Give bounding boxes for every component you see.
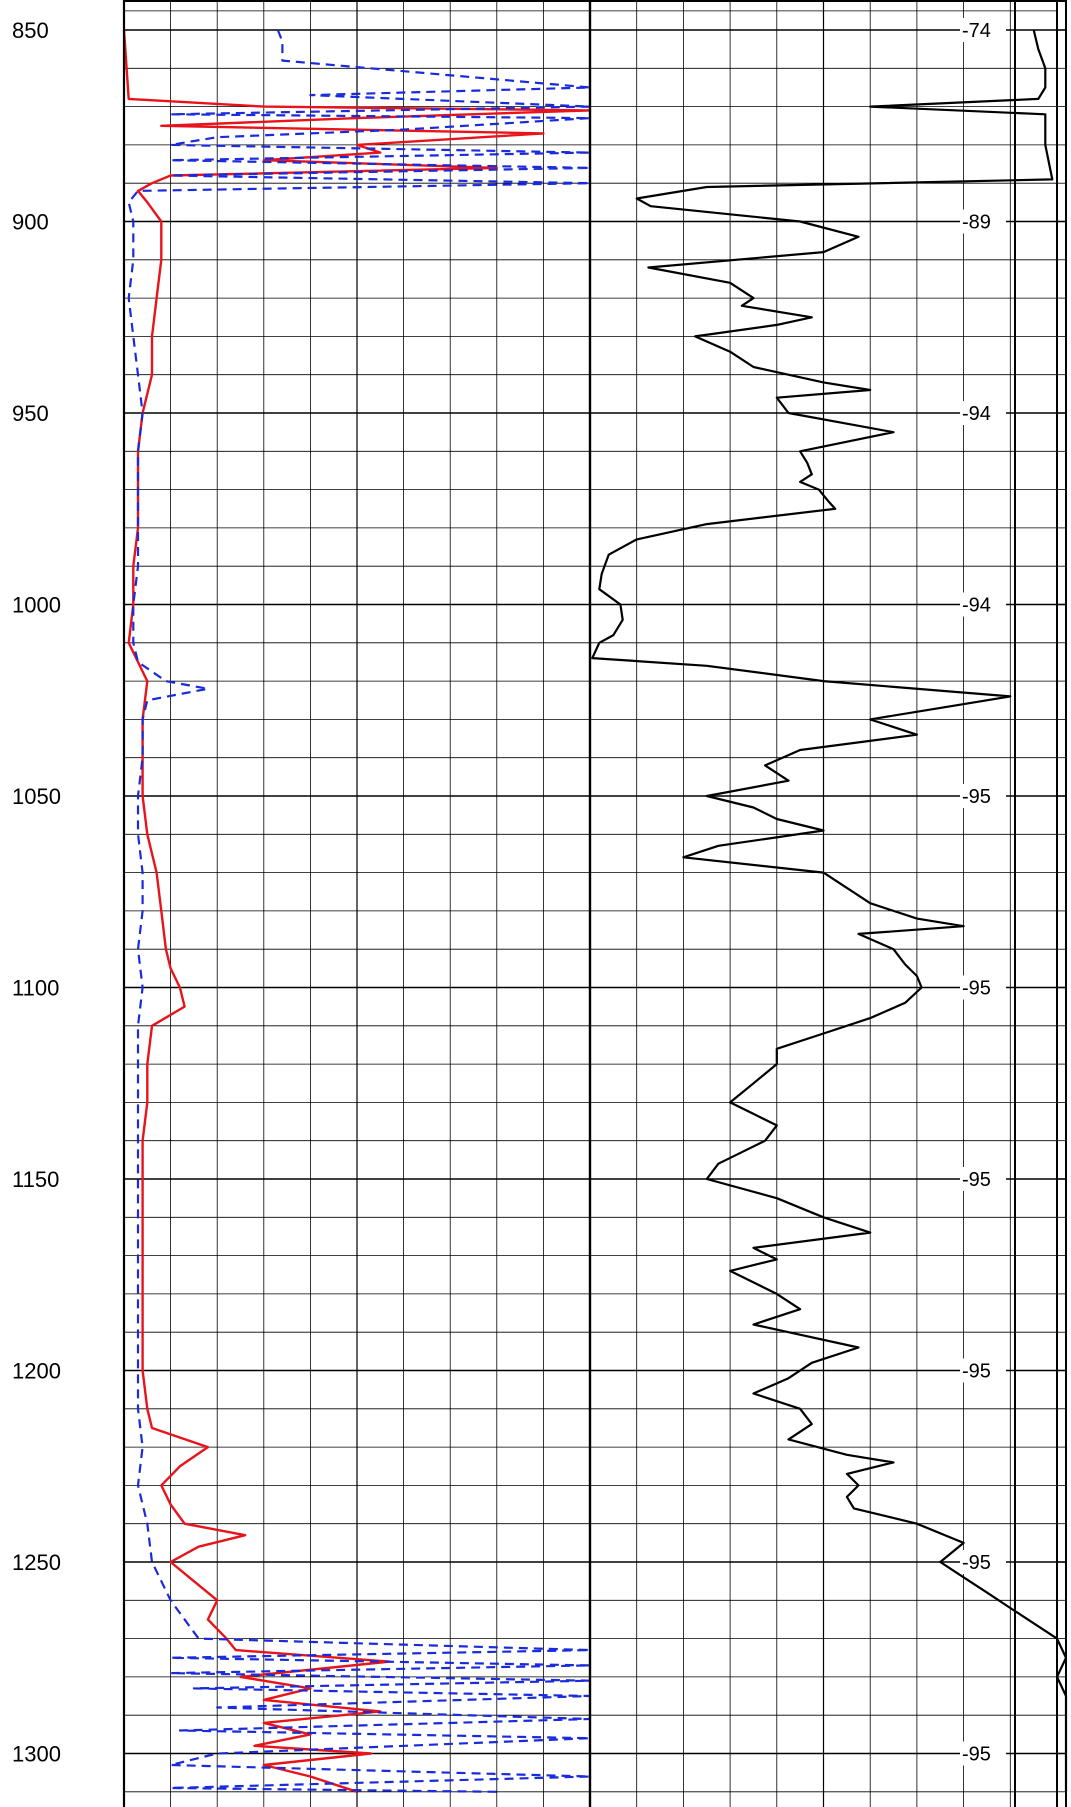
- track3-value-label-4: -95: [962, 786, 991, 808]
- track3-label-bg-4: [960, 784, 1006, 808]
- depth-axis-labels: 850 900 950 1000 1050 1100 1150 1200 1250 1300: [12, 18, 61, 1767]
- track3-label-bg-6: [960, 1167, 1006, 1191]
- depth-tick-label-6: 1150: [12, 1167, 59, 1192]
- track3-label-bg-9: [960, 1741, 1006, 1766]
- track1-series-blue-dashed: [127, 29, 592, 1793]
- track3-value-label-6: -95: [962, 1169, 991, 1191]
- depth-tick-label-9: 1300: [12, 1742, 61, 1767]
- track3-value-label-8: -95: [962, 1552, 991, 1574]
- track-grid: [123, 0, 1066, 1807]
- depth-tick-label-8: 1250: [12, 1550, 61, 1575]
- track3-value-label-0: -74: [962, 20, 991, 42]
- track3-label-bg-3: [960, 592, 1006, 617]
- track3-label-bg-5: [960, 975, 1006, 1000]
- depth-tick-label-2: 950: [12, 401, 49, 426]
- depth-tick-label-1: 900: [12, 210, 49, 235]
- track-frames: [122, 0, 1067, 1807]
- track3-value-label-1: -89: [962, 212, 991, 234]
- track3-label-bg-1: [960, 209, 1006, 234]
- depth-tick-label-7: 1200: [12, 1359, 61, 1384]
- track3-value-label-7: -95: [962, 1361, 991, 1383]
- track2-series-black-solid: [591, 29, 1068, 1792]
- depth-tick-label-0: 850: [12, 18, 49, 43]
- depth-tick-label-3: 1000: [12, 593, 61, 618]
- track3-label-bg-7: [960, 1358, 1006, 1383]
- depth-tick-label-5: 1100: [12, 976, 59, 1001]
- track3-label-bg-8: [960, 1550, 1006, 1574]
- track3-value-label-2: -94: [962, 403, 991, 425]
- log-curves: [122, 29, 1068, 1793]
- track3-value-label-9: -95: [962, 1744, 991, 1766]
- track3-label-bg-2: [960, 401, 1006, 425]
- track3-value-labels: -74 -89 -94 -94 -95 -95 -95 -95 -95 -95: [960, 0, 1016, 1807]
- track3-value-label-3: -94: [962, 595, 991, 617]
- depth-tick-label-4: 1050: [12, 784, 61, 809]
- track1-series-red-solid: [122, 29, 592, 1793]
- track3-value-label-5: -95: [962, 978, 991, 1000]
- track3-label-bg-0: [960, 18, 1006, 42]
